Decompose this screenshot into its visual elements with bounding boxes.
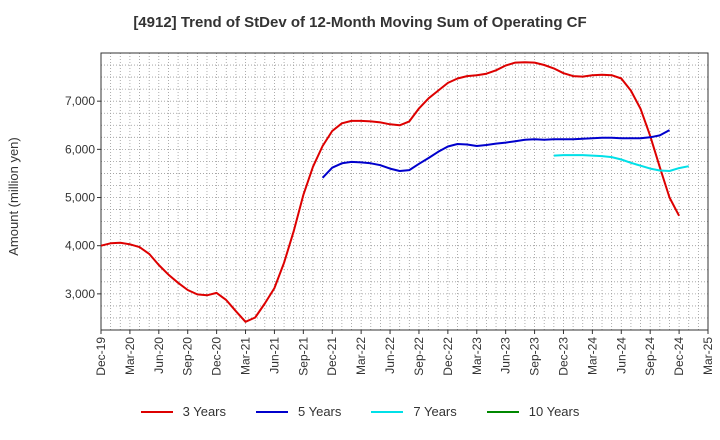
series-line-7-years — [553, 154, 689, 172]
x-tick-label: Dec-22 — [441, 337, 455, 376]
legend-label: 10 Years — [528, 404, 580, 419]
x-tick-label: Jun-24 — [614, 337, 628, 374]
x-tick-label: Dec-20 — [210, 337, 224, 376]
x-tick-label: Mar-21 — [239, 337, 253, 375]
x-tick-label: Sep-24 — [643, 337, 657, 376]
legend-label: 3 Years — [182, 404, 226, 419]
x-tick-label: Mar-22 — [354, 337, 368, 375]
y-axis-label: Amount (million yen) — [6, 137, 21, 256]
x-tick-label: Dec-21 — [325, 337, 339, 376]
series-line-3-years — [100, 61, 680, 323]
legend-item: 3 Years — [140, 404, 226, 419]
y-tick-label: 5,000 — [65, 191, 95, 205]
x-tick-label: Mar-25 — [701, 337, 715, 375]
x-tick-label: Jun-22 — [383, 337, 397, 374]
y-tick-label: 4,000 — [65, 239, 95, 253]
legend-item: 7 Years — [371, 404, 457, 419]
x-tick-label: Jun-20 — [152, 337, 166, 374]
x-tick-label: Jun-23 — [499, 337, 513, 374]
y-tick-label: 6,000 — [65, 142, 95, 156]
x-tick-label: Sep-21 — [296, 337, 310, 376]
x-tick-label: Mar-24 — [585, 337, 599, 375]
x-tick-label: Dec-24 — [672, 337, 686, 376]
x-tick-label: Sep-22 — [412, 337, 426, 376]
x-tick-label: Jun-21 — [267, 337, 281, 374]
plot-frame — [100, 52, 709, 331]
legend-label: 7 Years — [413, 404, 457, 419]
x-tick-label: Mar-23 — [470, 337, 484, 375]
x-tick-label: Sep-23 — [528, 337, 542, 376]
y-tick-label: 3,000 — [65, 287, 95, 301]
legend-swatch — [486, 410, 519, 413]
legend-item: 5 Years — [256, 404, 341, 419]
legend-swatch — [140, 410, 173, 413]
x-tick-label: Dec-19 — [94, 337, 108, 376]
x-tick-label: Dec-23 — [556, 337, 570, 376]
series-line-5-years — [321, 129, 670, 179]
legend-swatch — [371, 410, 404, 413]
legend: 3 Years 5 Years 7 Years 10 Years — [0, 404, 720, 419]
chart-title: [4912] Trend of StDev of 12-Month Moving… — [133, 14, 587, 31]
legend-swatch — [256, 410, 288, 413]
y-tick-label: 7,000 — [65, 94, 95, 108]
x-tick-label: Mar-20 — [123, 337, 137, 375]
legend-label: 5 Years — [298, 404, 342, 419]
x-tick-label: Sep-20 — [181, 337, 195, 376]
legend-item: 10 Years — [486, 404, 580, 419]
